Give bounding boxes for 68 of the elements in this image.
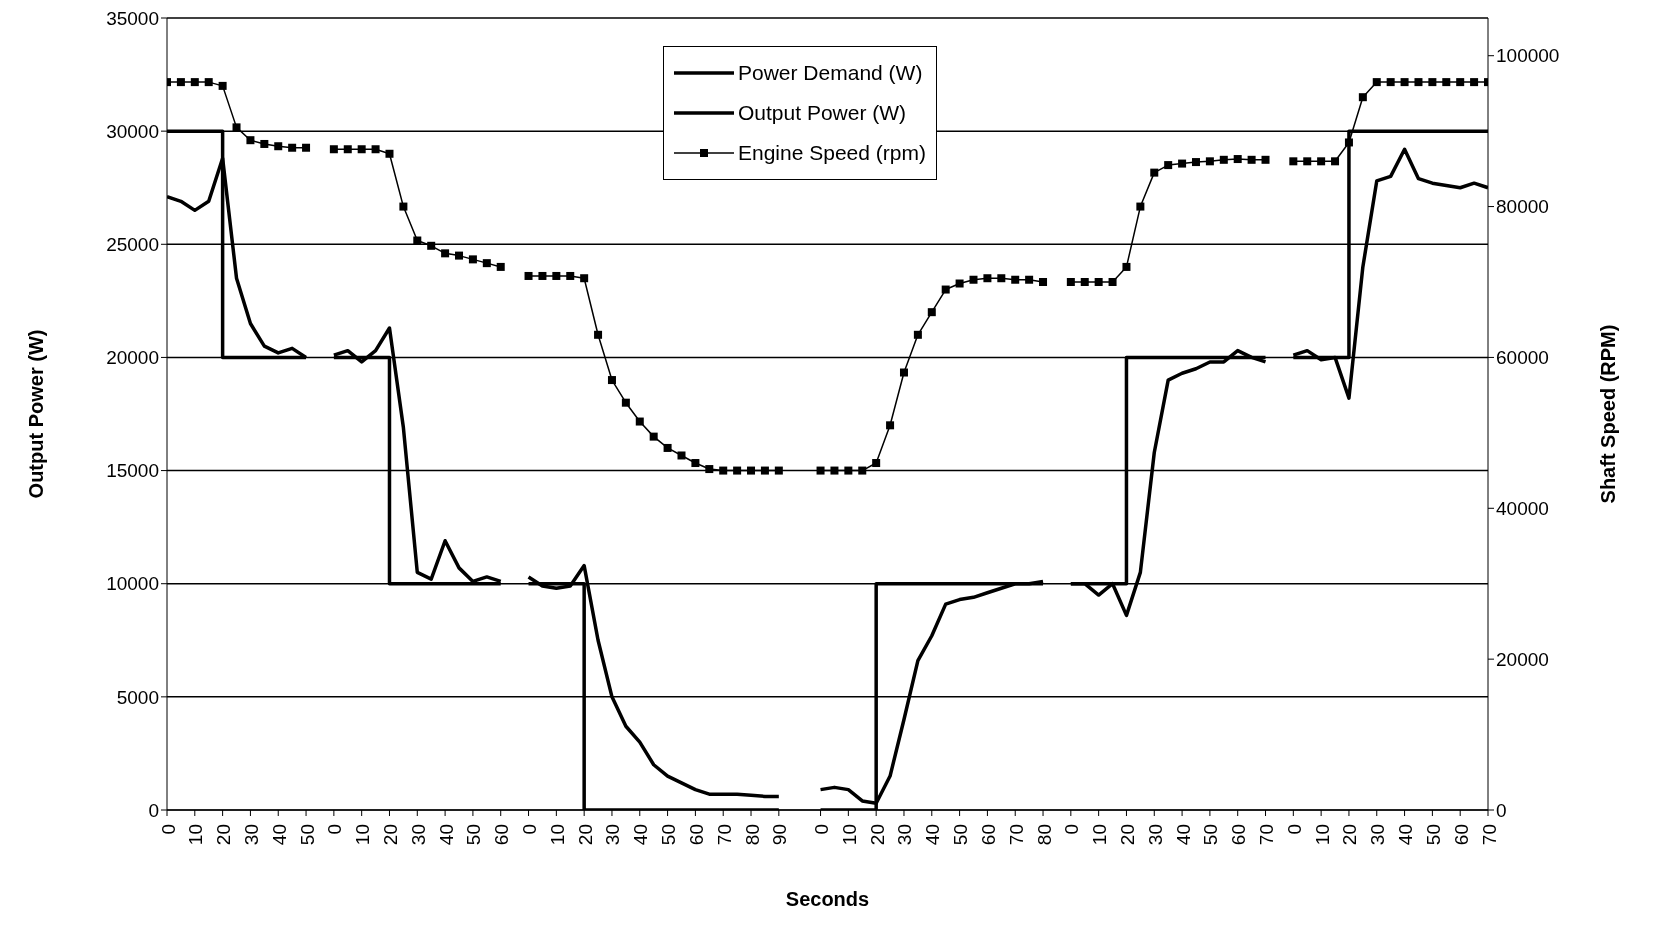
x-tick-label: 20: [866, 824, 888, 846]
x-tick-label: 60: [1450, 824, 1472, 846]
x-tick-label: 10: [352, 824, 374, 846]
y-axis-title: Output Power (W): [25, 329, 48, 499]
x-tick-label: 60: [977, 824, 999, 846]
legend-label: Power Demand (W): [738, 60, 923, 86]
legend-label: Output Power (W): [738, 100, 907, 126]
x-tick-label: 30: [1144, 824, 1166, 846]
y-tick-label: 15000: [106, 460, 159, 482]
y-tick-label: 25000: [106, 234, 159, 256]
y-tick-label: 35000: [106, 7, 159, 29]
x-tick-label: 50: [1422, 824, 1444, 846]
x-tick-label: 80: [741, 824, 763, 846]
x-tick-label: 0: [519, 824, 541, 835]
x-tick-label: 10: [1311, 824, 1333, 846]
y2-tick-label: 100000: [1496, 45, 1560, 67]
y-tick-label: 20000: [106, 347, 159, 369]
x-tick-label: 0: [157, 824, 179, 835]
x-tick-label: 0: [1283, 824, 1305, 835]
x-tick-label: 20: [379, 824, 401, 846]
x-tick-label: 80: [1033, 824, 1055, 846]
x-tick-label: 50: [950, 824, 972, 846]
x-tick-label: 70: [713, 824, 735, 846]
y2-tick-label: 40000: [1496, 498, 1549, 520]
x-tick-label: 20: [213, 824, 235, 846]
x-axis-title: Seconds: [785, 888, 870, 910]
x-tick-label: 90: [769, 824, 791, 846]
x-tick-label: 60: [685, 824, 707, 846]
x-tick-label: 40: [922, 824, 944, 846]
y-tick-label: 5000: [116, 686, 159, 708]
x-tick-label: 30: [240, 824, 262, 846]
x-tick-label: 60: [1228, 824, 1250, 846]
x-tick-label: 0: [1061, 824, 1083, 835]
x-tick-label: 50: [658, 824, 680, 846]
x-tick-label: 10: [838, 824, 860, 846]
x-tick-label: 40: [630, 824, 652, 846]
y-tick-label: 30000: [106, 120, 159, 142]
x-tick-label: 20: [574, 824, 596, 846]
legend-label: Engine Speed (rpm): [738, 140, 926, 166]
x-tick-label: 70: [1256, 824, 1278, 846]
x-tick-label: 70: [1005, 824, 1027, 846]
y2-tick-label: 80000: [1496, 196, 1549, 218]
y2-tick-label: 0: [1496, 799, 1507, 821]
x-tick-label: 40: [268, 824, 290, 846]
x-tick-label: 40: [1172, 824, 1194, 846]
x-tick-label: 20: [1116, 824, 1138, 846]
x-tick-label: 10: [1089, 824, 1111, 846]
x-tick-label: 30: [1367, 824, 1389, 846]
y2-tick-label: 20000: [1496, 648, 1549, 670]
x-tick-label: 50: [463, 824, 485, 846]
x-tick-label: 0: [811, 824, 833, 835]
x-tick-label: 30: [894, 824, 916, 846]
x-tick-label: 40: [1395, 824, 1417, 846]
x-tick-label: 30: [602, 824, 624, 846]
y-tick-label: 10000: [106, 573, 159, 595]
y2-axis-title: Shaft Speed (RPM): [1597, 324, 1620, 504]
x-tick-label: 10: [546, 824, 568, 846]
x-tick-label: 50: [1200, 824, 1222, 846]
x-tick-label: 70: [1478, 824, 1500, 846]
x-tick-label: 30: [407, 824, 429, 846]
x-tick-label: 10: [185, 824, 207, 846]
x-tick-label: 40: [435, 824, 457, 846]
y2-tick-label: 60000: [1496, 347, 1549, 369]
x-tick-label: 60: [491, 824, 513, 846]
y-tick-label: 0: [148, 799, 159, 821]
x-tick-label: 20: [1339, 824, 1361, 846]
x-tick-label: 50: [296, 824, 318, 846]
x-tick-label: 0: [324, 824, 346, 835]
